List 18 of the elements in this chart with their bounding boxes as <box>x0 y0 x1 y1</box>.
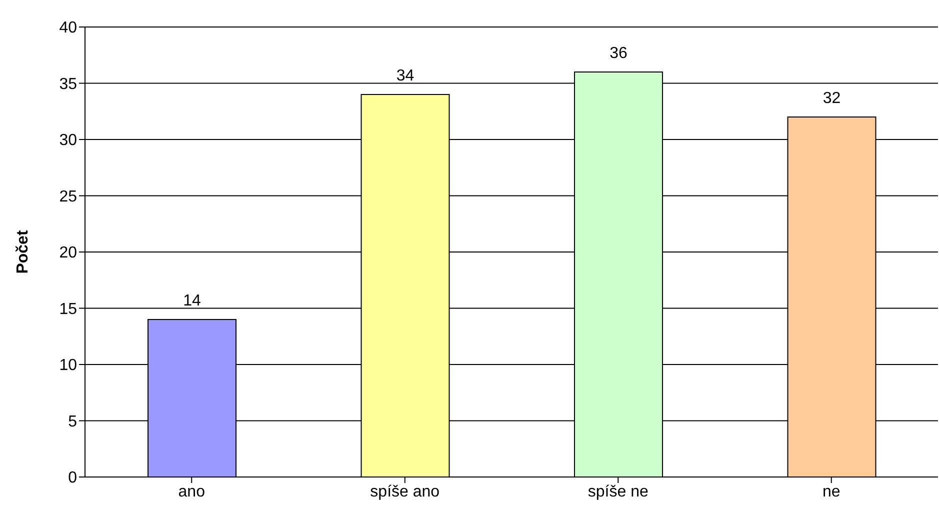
data-label: 14 <box>183 292 201 310</box>
x-tick-label: spíše ano <box>370 483 440 500</box>
data-label: 32 <box>822 90 841 107</box>
y-tick-label: 25 <box>59 188 78 206</box>
y-tick-label: 35 <box>59 76 78 93</box>
x-tick-label: spíše ne <box>588 483 648 500</box>
y-tick-label: 20 <box>59 244 78 262</box>
y-tick-label: 30 <box>59 132 78 150</box>
y-axis-title: Počet <box>14 230 32 274</box>
y-tick-label: 40 <box>59 20 78 37</box>
y-tick-label: 0 <box>68 470 78 487</box>
data-label: 34 <box>396 68 414 84</box>
data-label: 36 <box>610 45 628 62</box>
y-tick-label: 5 <box>68 413 78 430</box>
y-tick-label: 10 <box>59 357 78 374</box>
y-tick-label: 15 <box>59 300 78 318</box>
x-tick-label: ne <box>822 483 840 500</box>
x-tick-label: ano <box>178 483 206 500</box>
